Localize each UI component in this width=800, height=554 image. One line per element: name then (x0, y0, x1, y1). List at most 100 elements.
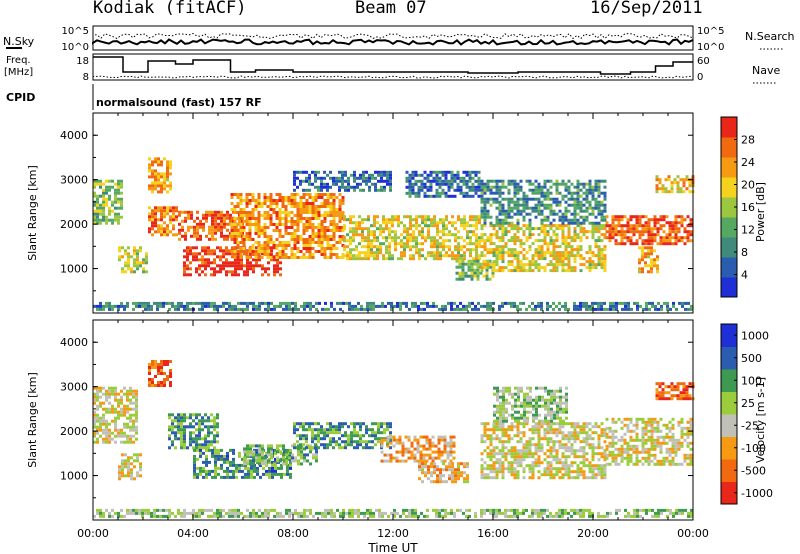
data-cell (285, 462, 288, 466)
data-cell (246, 270, 249, 274)
data-cell (462, 304, 465, 308)
colorbar-tick-label: 24 (741, 156, 755, 169)
data-cell (290, 223, 294, 226)
data-cell (656, 267, 659, 271)
data-cell (120, 203, 123, 207)
data-cell (489, 434, 493, 438)
data-cell (124, 270, 127, 274)
data-cell (226, 472, 229, 476)
data-cell (230, 238, 234, 241)
data-cell (463, 239, 466, 243)
data-cell (358, 251, 361, 255)
data-cell (436, 245, 439, 249)
data-cell (632, 230, 636, 234)
data-cell (258, 307, 261, 311)
data-cell (501, 236, 505, 240)
data-cell (99, 416, 102, 420)
data-cell (299, 202, 303, 205)
data-cell (252, 270, 255, 274)
data-cell (492, 263, 496, 267)
data-cell (458, 259, 462, 263)
data-cell (597, 212, 601, 216)
data-cell (317, 226, 321, 229)
data-cell (267, 301, 270, 305)
data-cell (368, 185, 371, 189)
data-cell (674, 215, 678, 219)
data-cell (442, 242, 445, 246)
data-cell (362, 176, 365, 180)
data-cell (416, 447, 420, 451)
data-cell (510, 428, 514, 432)
data-cell (385, 224, 388, 228)
data-cell (531, 188, 535, 192)
data-cell (480, 266, 484, 270)
data-cell (653, 224, 657, 228)
data-cell (244, 472, 247, 476)
data-cell (352, 227, 355, 231)
data-cell (555, 200, 559, 204)
data-cell (349, 218, 352, 222)
data-cell (305, 223, 309, 226)
data-cell (285, 301, 288, 305)
freq-tick-bottom: 8 (83, 72, 89, 83)
data-cell (519, 437, 523, 441)
data-cell (360, 307, 363, 311)
data-cell (603, 233, 607, 237)
data-cell (660, 307, 663, 311)
data-cell (124, 249, 127, 253)
colorbar-tick-label: 16 (741, 201, 755, 214)
data-cell (242, 208, 246, 211)
data-cell (353, 173, 356, 177)
data-cell (314, 199, 318, 202)
data-cell (186, 425, 189, 429)
data-cell (160, 363, 163, 366)
data-cell (546, 230, 550, 234)
data-cell (377, 437, 380, 441)
data-cell (148, 215, 151, 219)
data-cell (501, 245, 505, 249)
data-cell (299, 434, 302, 438)
data-cell (151, 363, 154, 366)
data-cell (242, 250, 246, 253)
data-cell (430, 471, 433, 475)
data-cell (486, 188, 490, 192)
data-cell (120, 434, 123, 438)
data-cell (264, 301, 267, 305)
data-cell (389, 456, 393, 460)
data-cell (157, 190, 160, 194)
data-cell (425, 435, 429, 439)
data-cell (558, 224, 562, 228)
data-cell (421, 236, 424, 240)
data-cell (418, 233, 421, 237)
data-cell (217, 228, 220, 232)
data-cell (576, 191, 580, 195)
data-cell (665, 236, 669, 240)
data-cell (454, 480, 457, 484)
data-cell (290, 232, 294, 235)
data-cell (332, 226, 336, 229)
data-cell (567, 209, 571, 213)
data-cell (495, 248, 499, 252)
data-cell (597, 209, 601, 213)
data-cell (440, 453, 444, 457)
data-cell (567, 203, 571, 207)
data-cell (579, 239, 583, 243)
data-cell (585, 197, 589, 201)
data-cell (534, 206, 538, 210)
data-cell (564, 209, 568, 213)
data-cell (277, 472, 280, 476)
data-cell (555, 266, 559, 270)
data-cell (246, 444, 249, 448)
data-cell (193, 472, 196, 476)
data-cell (380, 450, 384, 454)
data-cell (417, 304, 420, 308)
data-cell (427, 251, 430, 255)
data-cell (688, 190, 692, 194)
data-cell (367, 233, 370, 237)
data-cell (120, 395, 123, 399)
data-cell (239, 241, 243, 244)
data-cell (558, 251, 562, 255)
data-cell (120, 200, 123, 204)
data-cell (570, 212, 574, 216)
data-cell (495, 260, 499, 264)
